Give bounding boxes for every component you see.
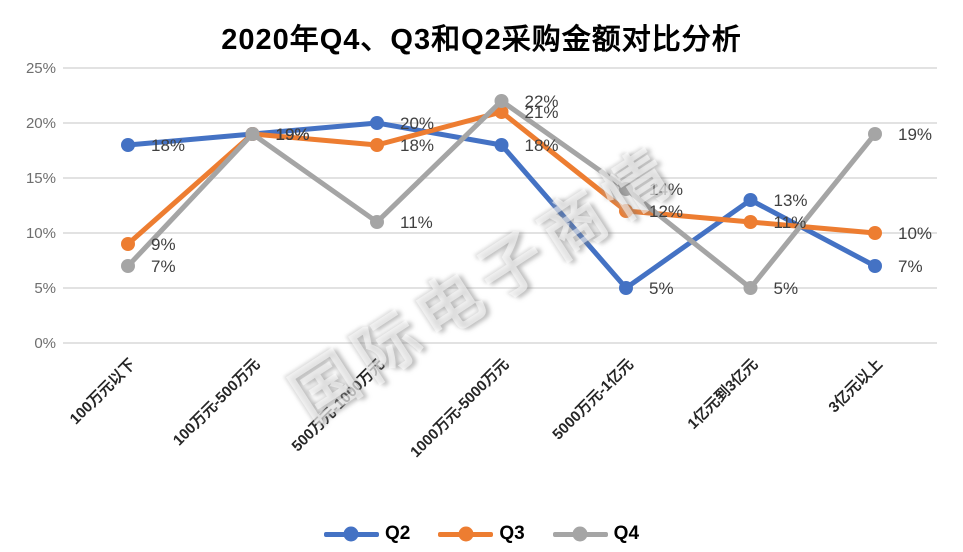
data-point-q4 bbox=[743, 281, 758, 295]
data-label-q4: 14% bbox=[649, 180, 683, 199]
legend-label-q4: Q4 bbox=[613, 523, 640, 544]
legend-item-q4: Q4 bbox=[552, 523, 640, 545]
legend-marker-q3 bbox=[438, 526, 494, 542]
x-axis-label: 1亿元到3亿元 bbox=[684, 355, 762, 433]
data-point-q3 bbox=[743, 215, 758, 229]
chart-title: 2020年Q4、Q3和Q2采购金额对比分析 bbox=[221, 24, 742, 56]
y-tick-label: 5% bbox=[34, 280, 56, 297]
data-label-q4: 5% bbox=[774, 279, 799, 298]
y-tick-label: 20% bbox=[26, 115, 56, 132]
data-label-q4: 7% bbox=[151, 257, 176, 276]
data-label-q2: 7% bbox=[898, 257, 923, 276]
legend-dot-q4 bbox=[572, 526, 588, 542]
data-label-q4: 19% bbox=[276, 125, 310, 144]
data-point-q4 bbox=[619, 182, 633, 196]
data-point-q3 bbox=[619, 204, 633, 218]
data-label-q3: 21% bbox=[525, 103, 559, 122]
chart-legend: Q2 Q3 Q4 bbox=[0, 523, 963, 545]
data-point-q2 bbox=[494, 138, 509, 152]
data-label-q2: 18% bbox=[525, 136, 559, 155]
y-tick-label: 15% bbox=[26, 170, 56, 187]
data-point-q3 bbox=[370, 138, 384, 152]
x-axis-label: 100万元以下 bbox=[67, 356, 139, 428]
y-tick-label: 25% bbox=[26, 60, 56, 77]
data-label-q2: 13% bbox=[774, 191, 808, 210]
data-label-q4: 19% bbox=[898, 125, 932, 144]
legend-label-q2: Q2 bbox=[384, 523, 411, 544]
data-point-q2 bbox=[743, 193, 758, 207]
x-axis-label: 100万元-500万元 bbox=[170, 356, 263, 449]
data-label-q2: 20% bbox=[400, 114, 434, 133]
data-label-q3: 18% bbox=[400, 136, 434, 155]
data-point-q4 bbox=[494, 94, 509, 108]
data-label-q2: 5% bbox=[649, 279, 674, 298]
data-point-q3 bbox=[494, 105, 509, 119]
data-point-q4 bbox=[370, 215, 384, 229]
data-label-q4: 11% bbox=[400, 213, 433, 232]
legend-dot-q2 bbox=[343, 526, 359, 542]
legend-item-q3: Q3 bbox=[438, 523, 525, 545]
data-point-q2 bbox=[619, 281, 633, 295]
data-point-q2 bbox=[370, 116, 384, 130]
y-tick-label: 0% bbox=[34, 335, 56, 352]
data-label-q4: 22% bbox=[525, 92, 559, 111]
legend-dot-q3 bbox=[458, 526, 474, 542]
x-axis-label: 5000万元-1亿元 bbox=[549, 355, 637, 443]
data-point-q2 bbox=[121, 138, 135, 152]
legend-item-q2: Q2 bbox=[323, 523, 411, 545]
legend-marker-q4 bbox=[552, 526, 608, 542]
legend-marker-q2 bbox=[323, 526, 379, 542]
data-point-q3 bbox=[121, 237, 135, 251]
data-label-q2: 18% bbox=[151, 136, 185, 155]
data-label-q3: 10% bbox=[898, 224, 932, 243]
data-point-q4 bbox=[245, 127, 260, 141]
legend-label-q3: Q3 bbox=[499, 523, 525, 544]
data-point-q4 bbox=[121, 259, 135, 273]
data-label-q3: 19% bbox=[276, 125, 310, 144]
series-line-q4 bbox=[125, 98, 878, 291]
x-axis-label: 1000万元-5000万元 bbox=[407, 356, 512, 461]
data-label-q3: 11% bbox=[774, 213, 807, 232]
data-point-q4 bbox=[868, 127, 882, 141]
y-tick-label: 10% bbox=[26, 225, 56, 242]
data-point-q2 bbox=[868, 259, 882, 273]
x-axis-label: 500万元-1000万元 bbox=[289, 356, 388, 455]
data-label-q3: 9% bbox=[151, 235, 176, 254]
data-label-q3: 12% bbox=[649, 202, 683, 221]
data-point-q3 bbox=[868, 226, 882, 240]
x-axis-label: 3亿元以上 bbox=[825, 355, 886, 416]
data-label-q2: 19% bbox=[276, 125, 310, 144]
